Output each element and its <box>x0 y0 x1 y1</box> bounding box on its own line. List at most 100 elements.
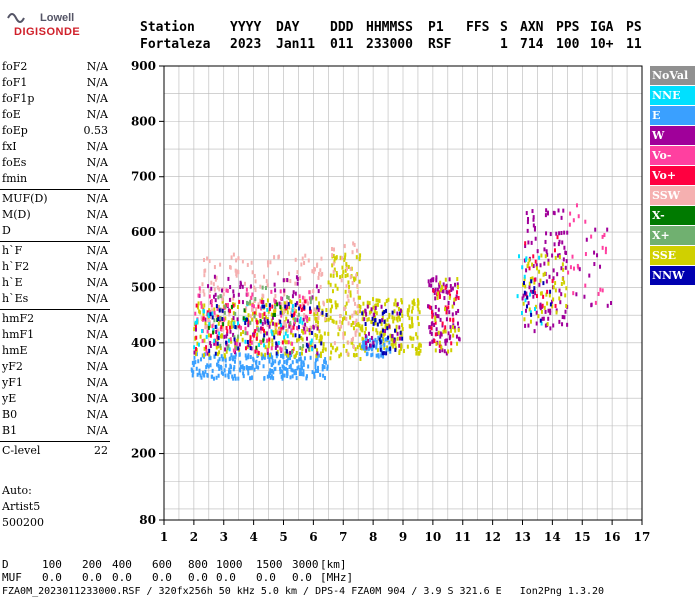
param-value: N/A <box>86 312 108 325</box>
data-point <box>450 287 453 292</box>
data-point <box>353 310 356 315</box>
data-point <box>418 350 421 355</box>
data-point <box>457 308 460 313</box>
data-point <box>408 324 411 329</box>
data-point <box>562 257 565 262</box>
data-point <box>217 314 220 319</box>
data-point <box>271 362 274 367</box>
data-point <box>454 296 457 301</box>
data-point <box>366 304 369 309</box>
data-point <box>193 360 196 365</box>
data-point <box>396 311 399 316</box>
data-point <box>564 251 567 256</box>
data-point <box>319 311 322 316</box>
data-point <box>203 273 206 278</box>
data-point <box>356 289 359 294</box>
data-point <box>204 321 207 326</box>
data-point <box>381 318 384 323</box>
data-point <box>266 283 269 288</box>
data-point <box>207 325 210 330</box>
data-point <box>523 290 526 295</box>
data-point <box>255 345 258 350</box>
data-point <box>268 373 271 378</box>
data-point <box>213 274 216 279</box>
data-point <box>199 310 202 315</box>
data-point <box>431 321 434 326</box>
data-point <box>416 304 419 309</box>
data-point <box>300 362 303 367</box>
data-point <box>249 335 252 340</box>
data-point <box>268 337 271 342</box>
data-point <box>259 284 262 289</box>
data-point <box>296 359 299 364</box>
data-point <box>402 349 405 354</box>
data-point <box>610 301 613 306</box>
data-point <box>552 323 555 328</box>
data-point <box>330 350 333 355</box>
data-point <box>325 317 328 322</box>
data-point <box>300 336 303 341</box>
data-point <box>208 294 211 299</box>
data-point <box>374 310 377 315</box>
data-point <box>219 294 222 299</box>
data-point <box>195 366 198 371</box>
data-point <box>588 273 591 278</box>
data-point <box>272 330 275 335</box>
data-point <box>231 318 234 323</box>
data-point <box>269 368 272 373</box>
data-point <box>257 350 260 355</box>
data-point <box>333 267 336 272</box>
data-point <box>219 346 222 351</box>
data-point <box>279 305 282 310</box>
data-point <box>406 310 409 315</box>
data-point <box>345 316 348 321</box>
data-point <box>274 330 277 335</box>
data-point <box>560 292 563 297</box>
data-point <box>293 311 296 316</box>
data-point <box>226 346 229 351</box>
data-point <box>561 322 564 327</box>
data-point <box>546 322 549 327</box>
data-point <box>284 304 287 309</box>
data-point <box>284 346 287 351</box>
data-point <box>303 326 306 331</box>
data-point <box>296 270 299 275</box>
data-point <box>443 349 446 354</box>
data-point <box>308 306 311 311</box>
data-point <box>533 277 536 282</box>
data-point <box>358 279 361 284</box>
data-point <box>333 341 336 346</box>
data-point <box>297 301 300 306</box>
data-point <box>436 287 439 292</box>
data-point <box>371 352 374 357</box>
data-point <box>229 356 232 361</box>
data-point <box>397 314 400 319</box>
data-point <box>252 333 255 338</box>
legend-item-noval: NoVal <box>650 66 695 85</box>
data-point <box>257 342 260 347</box>
data-point <box>253 367 256 372</box>
data-point <box>251 307 254 312</box>
data-point <box>329 273 332 278</box>
data-point <box>257 365 260 370</box>
data-point <box>522 301 525 306</box>
data-point <box>261 326 264 331</box>
data-point <box>243 308 246 313</box>
data-point <box>196 320 199 325</box>
data-point <box>213 265 216 270</box>
data-point <box>597 291 600 296</box>
data-point <box>578 267 581 272</box>
data-point <box>362 341 365 346</box>
data-point <box>398 311 401 316</box>
data-point <box>292 290 295 295</box>
data-point <box>257 302 260 307</box>
data-point <box>283 288 286 293</box>
data-point <box>232 311 235 316</box>
data-point <box>234 268 237 273</box>
data-point <box>298 294 301 299</box>
data-point <box>438 340 441 345</box>
data-point <box>275 330 278 335</box>
data-point <box>368 301 371 306</box>
legend-item-w: W <box>650 126 695 145</box>
data-point <box>549 232 552 237</box>
